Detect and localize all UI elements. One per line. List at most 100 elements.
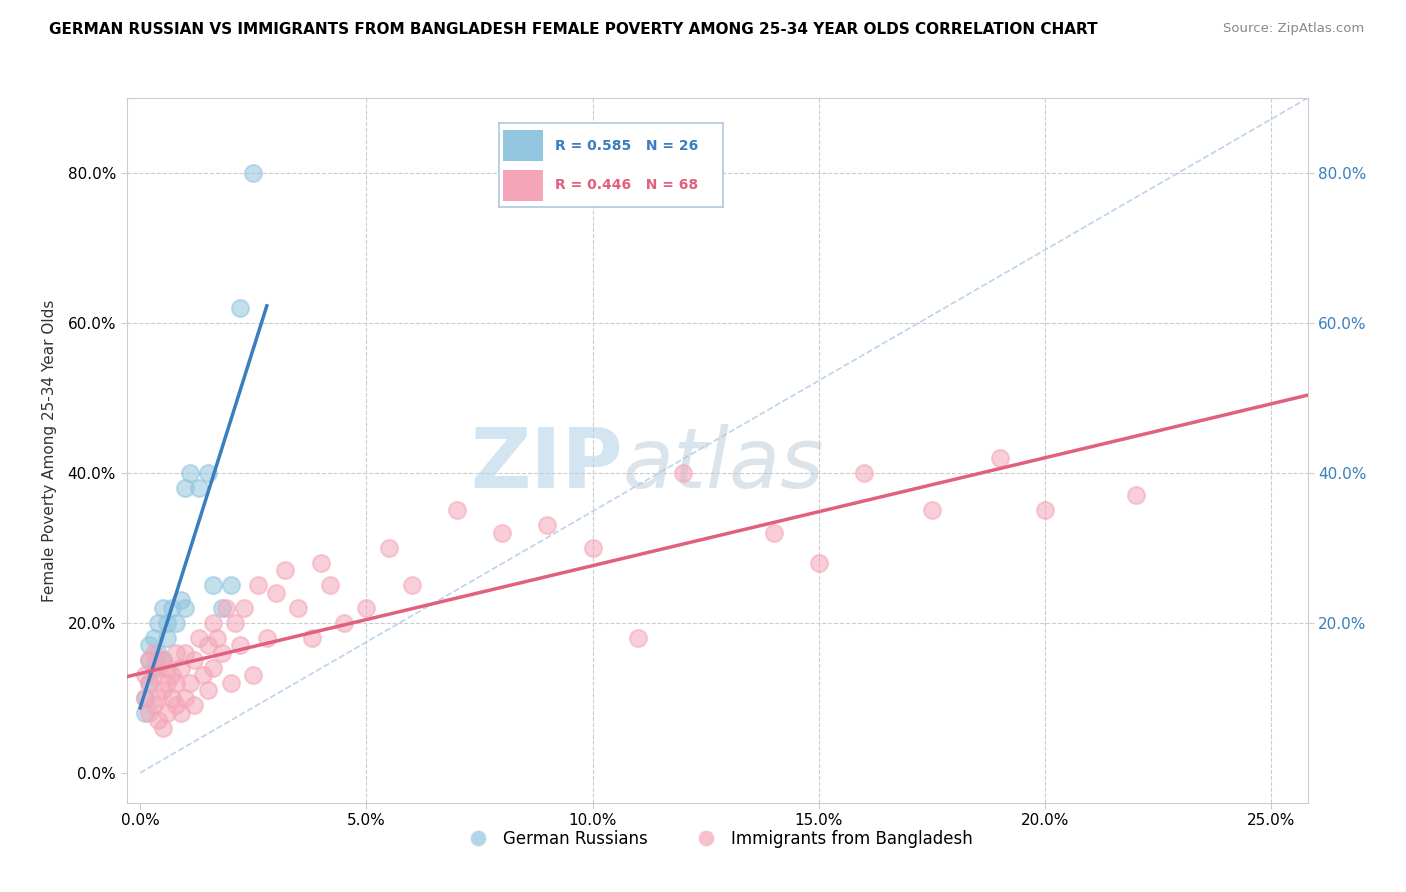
Point — [205, 631, 228, 645]
Text: Source: ZipAtlas.com: Source: ZipAtlas.com — [1223, 22, 1364, 36]
Point — [1125, 488, 1147, 502]
Point — [246, 578, 269, 592]
Point — [197, 683, 219, 698]
Point — [156, 676, 179, 690]
Point — [160, 690, 183, 705]
Point — [170, 661, 193, 675]
Point — [378, 541, 401, 555]
Point — [179, 466, 201, 480]
Point — [165, 698, 187, 713]
Point — [201, 615, 224, 630]
Point — [170, 706, 193, 720]
Point — [134, 706, 156, 720]
Point — [156, 631, 179, 645]
Point — [187, 631, 209, 645]
Point — [134, 668, 156, 682]
Point — [536, 518, 558, 533]
Point — [165, 676, 187, 690]
Point — [309, 556, 332, 570]
Point — [165, 646, 187, 660]
Point — [274, 563, 297, 577]
Point — [156, 706, 179, 720]
Point — [219, 578, 242, 592]
Point — [142, 631, 165, 645]
Point — [581, 541, 603, 555]
Point — [211, 646, 233, 660]
Point — [142, 668, 165, 682]
Point — [197, 639, 219, 653]
Point — [807, 556, 830, 570]
Point — [356, 600, 378, 615]
Point — [228, 639, 250, 653]
Point — [197, 466, 219, 480]
Point — [201, 578, 224, 592]
Point — [988, 450, 1011, 465]
Point — [152, 600, 174, 615]
Text: GERMAN RUSSIAN VS IMMIGRANTS FROM BANGLADESH FEMALE POVERTY AMONG 25-34 YEAR OLD: GERMAN RUSSIAN VS IMMIGRANTS FROM BANGLA… — [49, 22, 1098, 37]
Point — [672, 466, 695, 480]
Point — [156, 661, 179, 675]
Point — [233, 600, 256, 615]
Point — [174, 690, 197, 705]
Point — [152, 653, 174, 667]
Point — [152, 653, 174, 667]
Point — [152, 721, 174, 735]
Point — [138, 639, 160, 653]
Point — [170, 593, 193, 607]
Point — [332, 615, 354, 630]
Point — [224, 615, 246, 630]
Point — [179, 676, 201, 690]
Point — [256, 631, 278, 645]
Point — [228, 301, 250, 315]
Text: atlas: atlas — [623, 424, 824, 505]
Point — [165, 615, 187, 630]
Point — [174, 481, 197, 495]
Point — [183, 653, 205, 667]
Point — [148, 714, 170, 728]
Point — [142, 698, 165, 713]
Point — [160, 668, 183, 682]
Point — [1033, 503, 1056, 517]
Point — [215, 600, 238, 615]
Point — [762, 525, 785, 540]
Point — [138, 653, 160, 667]
Point — [921, 503, 943, 517]
Legend: German Russians, Immigrants from Bangladesh: German Russians, Immigrants from Banglad… — [454, 823, 980, 855]
Text: ZIP: ZIP — [470, 424, 623, 505]
Point — [148, 646, 170, 660]
Point — [193, 668, 215, 682]
Point — [174, 646, 197, 660]
Point — [319, 578, 342, 592]
Point — [138, 676, 160, 690]
Point — [160, 600, 183, 615]
Point — [187, 481, 209, 495]
Point — [627, 631, 650, 645]
Point — [201, 661, 224, 675]
Point — [242, 166, 264, 180]
Point — [242, 668, 264, 682]
Point — [152, 683, 174, 698]
Point — [134, 690, 156, 705]
Point — [853, 466, 876, 480]
Point — [174, 600, 197, 615]
Point — [138, 676, 160, 690]
Point — [211, 600, 233, 615]
Point — [148, 661, 170, 675]
Point — [287, 600, 309, 615]
Point — [148, 615, 170, 630]
Point — [183, 698, 205, 713]
Point — [138, 653, 160, 667]
Point — [219, 676, 242, 690]
Point — [148, 690, 170, 705]
Point — [301, 631, 323, 645]
Point — [264, 586, 287, 600]
Point — [491, 525, 513, 540]
Point — [138, 706, 160, 720]
Y-axis label: Female Poverty Among 25-34 Year Olds: Female Poverty Among 25-34 Year Olds — [42, 300, 56, 601]
Point — [142, 661, 165, 675]
Point — [401, 578, 423, 592]
Point — [142, 646, 165, 660]
Point — [446, 503, 468, 517]
Point — [156, 615, 179, 630]
Point — [134, 690, 156, 705]
